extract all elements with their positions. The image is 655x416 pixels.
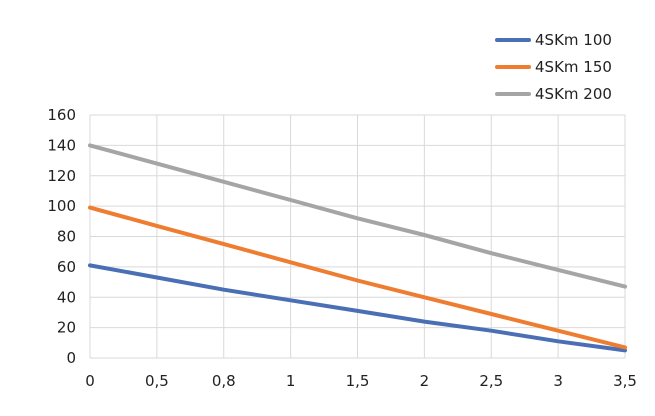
legend-item: 4SKm 150 xyxy=(495,58,612,76)
x-tick-label: 2,5 xyxy=(479,372,503,390)
legend-item: 4SKm 200 xyxy=(495,85,612,103)
chart-legend: 4SKm 100 4SKm 150 4SKm 200 xyxy=(495,31,612,103)
x-tick-label: 0,5 xyxy=(145,372,169,390)
y-axis-tick-labels: 0 20 40 60 80 100 120 140 160 xyxy=(47,106,76,367)
x-axis-tick-labels: 0 0,5 0,8 1 1,5 2 2,5 3 3,5 xyxy=(85,372,637,390)
x-tick-label: 1 xyxy=(286,372,296,390)
y-tick-label: 120 xyxy=(47,167,76,185)
series-line-3 xyxy=(88,143,627,289)
y-tick-label: 140 xyxy=(47,136,76,154)
y-tick-label: 20 xyxy=(57,319,76,337)
chart-grid xyxy=(89,114,626,359)
x-tick-label: 1,5 xyxy=(346,372,370,390)
y-tick-label: 160 xyxy=(47,106,76,124)
legend-label: 4SKm 100 xyxy=(535,31,612,49)
legend-label: 4SKm 200 xyxy=(535,85,612,103)
x-tick-label: 0 xyxy=(85,372,95,390)
x-tick-label: 3,5 xyxy=(613,372,637,390)
legend-item: 4SKm 100 xyxy=(495,31,612,49)
chart-series xyxy=(88,143,627,353)
y-tick-label: 80 xyxy=(57,228,76,246)
y-tick-label: 40 xyxy=(57,288,76,306)
series-line-1 xyxy=(88,263,627,353)
x-tick-label: 0,8 xyxy=(212,372,236,390)
x-tick-label: 2 xyxy=(420,372,430,390)
series-line-2 xyxy=(88,205,627,350)
y-tick-label: 60 xyxy=(57,258,76,276)
x-tick-label: 3 xyxy=(553,372,563,390)
legend-label: 4SKm 150 xyxy=(535,58,612,76)
y-tick-label: 100 xyxy=(47,197,76,215)
y-tick-label: 0 xyxy=(66,349,76,367)
